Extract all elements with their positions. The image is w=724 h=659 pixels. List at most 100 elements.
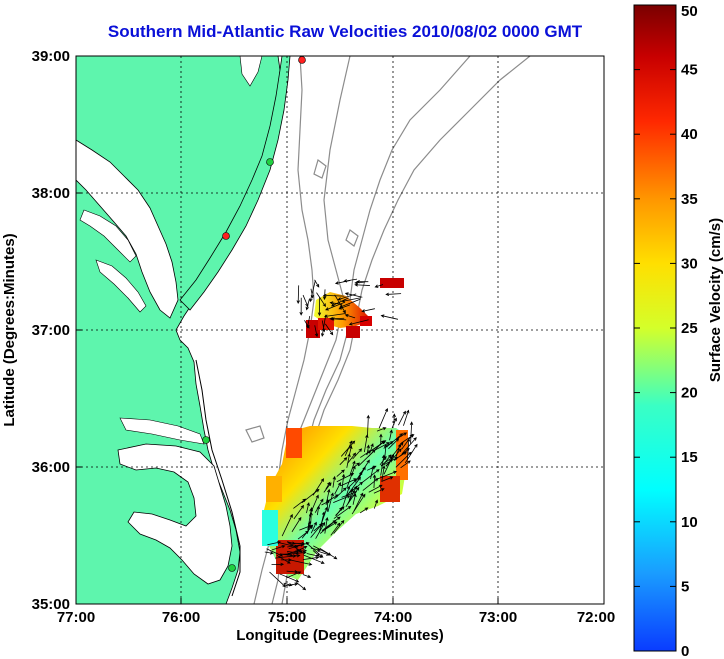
velocity-vector — [289, 559, 313, 566]
chesapeake-bay — [76, 139, 179, 319]
outer-banks — [195, 359, 241, 597]
velocity-vector — [283, 582, 293, 587]
velocity-vector — [349, 479, 358, 487]
velocity-vector — [309, 511, 313, 524]
velocity-vector — [325, 481, 331, 490]
velocity-vector — [330, 522, 341, 536]
velocity-vector — [374, 284, 384, 288]
map-title: Southern Mid-Atlantic Raw Velocities 201… — [107, 22, 583, 41]
velocity-vector — [325, 323, 334, 336]
velocity-vector — [362, 478, 379, 491]
velocity-vector — [396, 432, 408, 439]
velocity-patch-north — [306, 278, 404, 338]
velocity-vector — [317, 296, 322, 317]
station-marker — [298, 56, 306, 64]
velocity-vector — [271, 562, 285, 567]
velocity-vector — [322, 289, 327, 301]
velocity-vector — [347, 452, 357, 464]
velocity-vector — [299, 297, 303, 316]
velocity-vector — [366, 414, 370, 436]
velocity-vector — [287, 571, 302, 578]
colorbar-tick-label: 20 — [681, 385, 698, 402]
y-tick-label: 36:00 — [32, 459, 70, 476]
velocity-vector — [376, 427, 387, 432]
y-tick-label: 39:00 — [32, 48, 70, 65]
velocity-vector — [296, 285, 300, 305]
velocity-vector — [286, 541, 296, 545]
y-tick-label: 35:00 — [32, 596, 70, 613]
velocity-vector — [348, 445, 353, 456]
colorbar-tick-label: 5 — [681, 578, 689, 595]
velocity-vector — [340, 478, 358, 487]
x-tick-label: 77:00 — [57, 609, 95, 626]
velocity-vector — [321, 500, 331, 506]
velocity-vector — [291, 516, 302, 533]
velocity-vector — [286, 570, 299, 574]
velocity-vector — [365, 440, 386, 455]
velocity-vector — [330, 297, 349, 307]
colorbar-gradient — [633, 4, 677, 652]
velocity-vector — [379, 433, 383, 446]
velocity-vector — [344, 313, 356, 319]
velocity-vector — [349, 460, 356, 477]
velocity-vector — [334, 280, 351, 285]
velocity-patch-south — [262, 426, 408, 580]
velocity-vector — [304, 320, 310, 329]
grid-lines — [76, 56, 604, 604]
velocity-vector — [312, 478, 325, 496]
velocity-vector — [334, 294, 346, 314]
x-tick-label: 73:00 — [479, 609, 517, 626]
velocity-vector — [327, 492, 334, 513]
velocity-vector — [318, 511, 326, 533]
velocity-vector — [389, 429, 393, 441]
velocity-vector — [333, 495, 351, 504]
velocity-vector — [333, 505, 352, 519]
station-marker — [222, 232, 230, 240]
station-marker — [266, 158, 274, 166]
velocity-vectors-south — [264, 407, 418, 591]
velocity-vector — [381, 476, 394, 482]
velocity-vector — [400, 434, 415, 444]
velocity-vector — [302, 294, 309, 308]
velocity-vector — [394, 443, 402, 462]
velocity-vector — [334, 482, 341, 495]
velocity-vector — [291, 553, 301, 558]
velocity-vector — [343, 278, 358, 283]
colorbar-tick-label: 45 — [681, 62, 698, 79]
y-tick-label: 37:00 — [32, 322, 70, 339]
velocity-vector — [353, 492, 364, 512]
velocity-vector — [314, 279, 320, 288]
velocity-vectors-north — [296, 278, 402, 338]
velocity-vector — [368, 484, 383, 493]
x-tick-label: 76:00 — [162, 609, 200, 626]
delaware-bay — [239, 56, 263, 87]
velocity-vector — [379, 456, 387, 466]
velocity-vector — [373, 499, 379, 509]
velocity-vector — [363, 434, 369, 453]
colorbar: 0 5 10 15 20 25 30 35 40 45 50 Surface Velocity (c… — [633, 3, 724, 659]
velocity-vector — [375, 470, 398, 481]
velocity-vector — [360, 450, 372, 458]
velocity-vector — [288, 549, 301, 555]
colorbar-tick-label: 10 — [681, 514, 698, 531]
velocity-vector — [317, 550, 331, 556]
velocity-vector — [310, 521, 317, 534]
velocity-vector — [346, 465, 356, 488]
velocity-vector — [271, 544, 286, 551]
velocity-vector — [302, 574, 312, 579]
velocity-vector — [381, 465, 386, 482]
station-marker — [202, 436, 210, 444]
colorbar-tick-label: 50 — [681, 3, 698, 20]
velocity-vector — [385, 292, 402, 297]
velocity-vector — [342, 485, 351, 509]
velocity-vector — [334, 487, 347, 500]
albemarle-sound — [119, 417, 205, 445]
velocity-vector — [288, 541, 310, 550]
colorbar-tick-label: 40 — [681, 126, 698, 143]
velocity-vector — [279, 573, 300, 583]
velocity-vector — [380, 456, 394, 466]
colorbar-label: Surface Velocity (cm/s) — [707, 218, 724, 382]
velocity-vector — [319, 519, 337, 534]
velocity-vector — [345, 486, 360, 507]
